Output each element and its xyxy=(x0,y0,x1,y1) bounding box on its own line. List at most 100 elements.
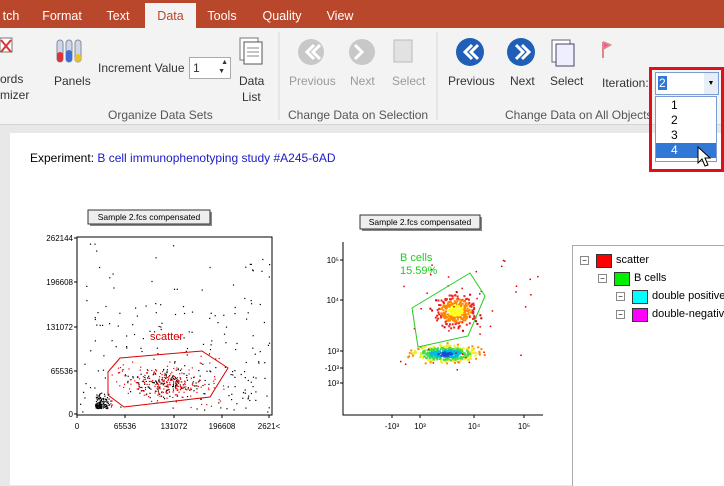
event-dot xyxy=(468,299,470,301)
event-dot xyxy=(516,286,518,288)
x-tick-label: 131072 xyxy=(161,422,188,431)
event-dot xyxy=(99,267,100,268)
event-dot xyxy=(158,392,159,393)
event-dot xyxy=(177,377,178,378)
event-dot xyxy=(132,362,133,363)
event-dot xyxy=(126,335,127,336)
event-dot xyxy=(155,373,156,374)
event-dot xyxy=(455,352,457,354)
event-dot xyxy=(176,380,177,381)
event-dot xyxy=(445,305,447,307)
event-dot xyxy=(409,352,411,354)
tree-expander[interactable]: − xyxy=(616,292,625,301)
event-dot xyxy=(144,395,145,396)
y-tick-label: 196608 xyxy=(46,278,73,287)
event-dot xyxy=(142,390,143,391)
event-dot xyxy=(177,386,178,387)
event-dot xyxy=(461,321,463,323)
event-dot xyxy=(188,389,189,390)
event-dot xyxy=(236,343,237,344)
event-dot xyxy=(184,392,185,393)
event-dot xyxy=(266,396,267,397)
event-dot xyxy=(156,370,157,371)
event-dot xyxy=(476,271,478,273)
event-dot xyxy=(167,377,168,378)
event-dot xyxy=(223,389,224,390)
event-dot xyxy=(461,350,463,352)
event-dot xyxy=(95,340,96,341)
event-dot xyxy=(253,386,254,387)
event-dot xyxy=(201,363,202,364)
tree-expander[interactable]: − xyxy=(598,274,607,283)
event-dot xyxy=(140,367,141,368)
event-dot xyxy=(181,373,182,374)
event-dot xyxy=(157,395,158,396)
event-dot xyxy=(158,388,159,389)
event-dot xyxy=(99,402,100,403)
event-dot xyxy=(166,374,167,375)
tree-label[interactable]: double-negative xyxy=(652,308,724,320)
event-dot xyxy=(102,404,103,405)
event-dot xyxy=(245,393,246,394)
event-dot xyxy=(179,373,180,374)
tree-swatch xyxy=(632,290,648,304)
event-dot xyxy=(178,369,179,370)
event-dot xyxy=(112,374,113,375)
event-dot xyxy=(102,325,103,326)
event-dot xyxy=(472,313,474,315)
tree-label[interactable]: double positive xyxy=(652,290,724,302)
event-dot xyxy=(465,357,467,359)
event-dot xyxy=(471,350,473,352)
tree-label[interactable]: B cells xyxy=(634,272,666,284)
event-dot xyxy=(455,320,457,322)
event-dot xyxy=(466,324,468,326)
event-dot xyxy=(178,392,179,393)
tree-expander[interactable]: − xyxy=(580,256,589,265)
event-dot xyxy=(195,385,196,386)
event-dot xyxy=(260,351,261,352)
event-dot xyxy=(441,300,443,302)
event-dot xyxy=(258,363,259,364)
tree-expander[interactable]: − xyxy=(616,310,625,319)
gate-label: B cells xyxy=(400,252,433,264)
tree-label[interactable]: scatter xyxy=(616,254,649,266)
event-dot xyxy=(452,348,454,350)
event-dot xyxy=(158,386,159,387)
event-dot xyxy=(255,378,256,379)
event-dot xyxy=(161,374,162,375)
event-dot xyxy=(175,382,176,383)
event-dot xyxy=(162,379,163,380)
event-dot xyxy=(437,318,439,320)
event-dot xyxy=(196,388,197,389)
event-dot xyxy=(100,325,101,326)
event-dot xyxy=(191,407,192,408)
event-dot xyxy=(160,383,161,384)
event-dot xyxy=(140,387,141,388)
event-dot xyxy=(420,352,422,354)
event-dot xyxy=(180,389,181,390)
event-dot xyxy=(451,315,453,317)
event-dot xyxy=(126,346,127,347)
event-dot xyxy=(192,332,193,333)
event-dot xyxy=(440,312,442,314)
event-dot xyxy=(234,370,235,371)
event-dot xyxy=(110,403,111,404)
event-dot xyxy=(453,327,455,329)
event-dot xyxy=(445,358,447,360)
event-dot xyxy=(144,382,145,383)
event-dot xyxy=(157,353,158,354)
event-dot xyxy=(97,404,98,405)
event-dot xyxy=(530,294,532,296)
event-dot xyxy=(109,277,110,278)
event-dot xyxy=(108,405,109,406)
event-dot xyxy=(99,398,100,399)
event-dot xyxy=(103,403,104,404)
event-dot xyxy=(107,397,108,398)
event-dot xyxy=(228,386,229,387)
event-dot xyxy=(149,393,150,394)
event-dot xyxy=(403,286,405,288)
event-dot xyxy=(430,361,432,363)
event-dot xyxy=(236,403,237,404)
event-dot xyxy=(163,384,164,385)
event-dot xyxy=(211,406,212,407)
